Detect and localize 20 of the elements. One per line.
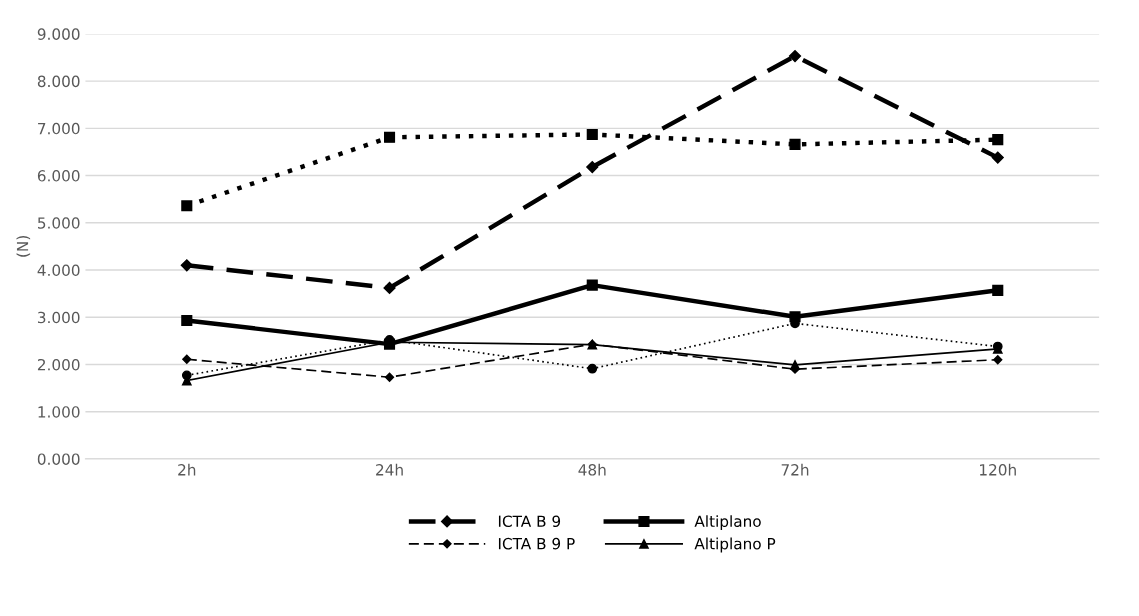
y-tick-label: 4.000 xyxy=(37,264,80,277)
y-tick-label: 5.000 xyxy=(38,217,80,229)
x-tick-label: 72h xyxy=(781,463,809,476)
y-tick-label: 6.000 xyxy=(37,170,80,182)
x-tick-label: 24h xyxy=(376,463,403,476)
x-tick-label: 2h xyxy=(178,463,196,476)
y-axis-title: (N) xyxy=(16,236,31,257)
x-tick-label: 48h xyxy=(578,463,606,476)
y-tick-label: 8.000 xyxy=(37,75,80,88)
y-tick-label: 9.000 xyxy=(37,28,80,40)
y-tick-label: 0.000 xyxy=(37,453,80,465)
legend-label: Altiplano P xyxy=(694,537,776,553)
y-tick-label: 1.000 xyxy=(38,406,80,418)
y-tick-label: 3.000 xyxy=(37,311,80,324)
x-tick-label: 120h xyxy=(980,463,1016,476)
legend-label: Altiplano xyxy=(694,515,761,530)
legend-label: ICTA B 9 xyxy=(498,515,561,527)
legend-label: ICTA B 9 P xyxy=(498,537,575,550)
y-tick-label: 2.000 xyxy=(37,358,80,371)
y-tick-label: 7.000 xyxy=(38,122,80,135)
